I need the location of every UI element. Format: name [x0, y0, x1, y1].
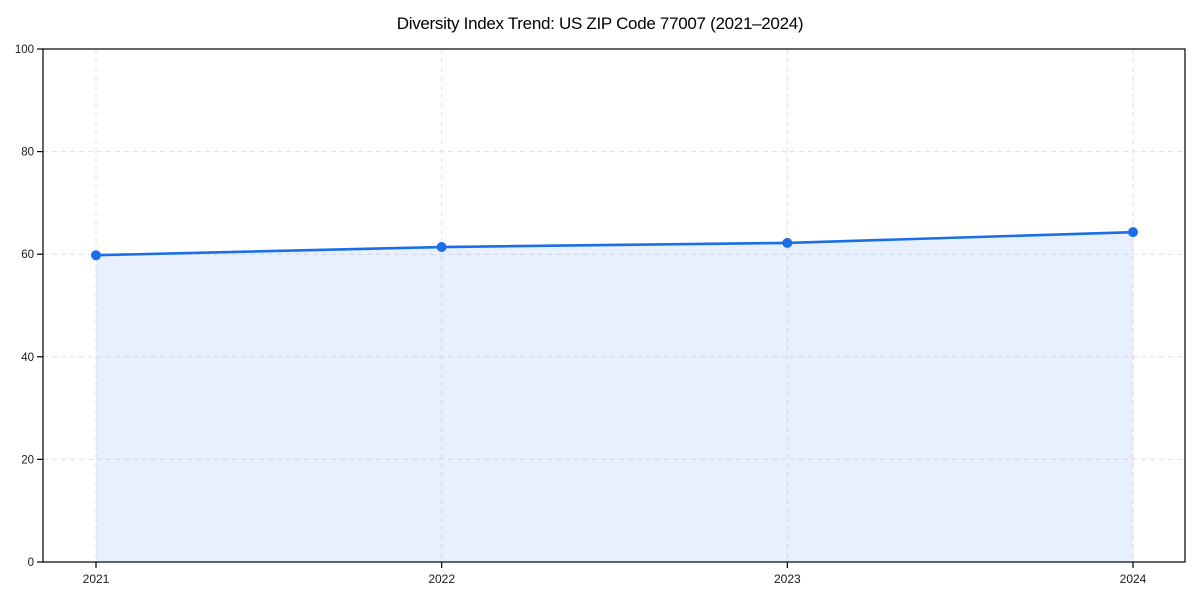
y-tick-label: 60 [21, 249, 34, 261]
y-tick-label: 20 [21, 454, 34, 466]
chart-title: Diversity Index Trend: US ZIP Code 77007… [396, 14, 804, 33]
y-tick-label: 100 [15, 44, 34, 56]
area-fill [96, 232, 1133, 563]
y-tick-label: 80 [21, 147, 34, 159]
data-point [436, 242, 447, 253]
data-point [91, 250, 101, 261]
plot-border [42, 48, 1186, 563]
data-point [1128, 227, 1138, 238]
x-tick-label: 2022 [428, 572, 455, 586]
trend-line [94, 230, 1135, 257]
x-tick-label: 2023 [774, 572, 801, 586]
data-point [782, 237, 793, 248]
y-tick-label: 40 [21, 352, 34, 364]
x-tick-label: 2021 [83, 572, 110, 586]
x-tick-label: 2024 [1120, 572, 1147, 586]
y-tick-label: 0 [28, 557, 34, 569]
